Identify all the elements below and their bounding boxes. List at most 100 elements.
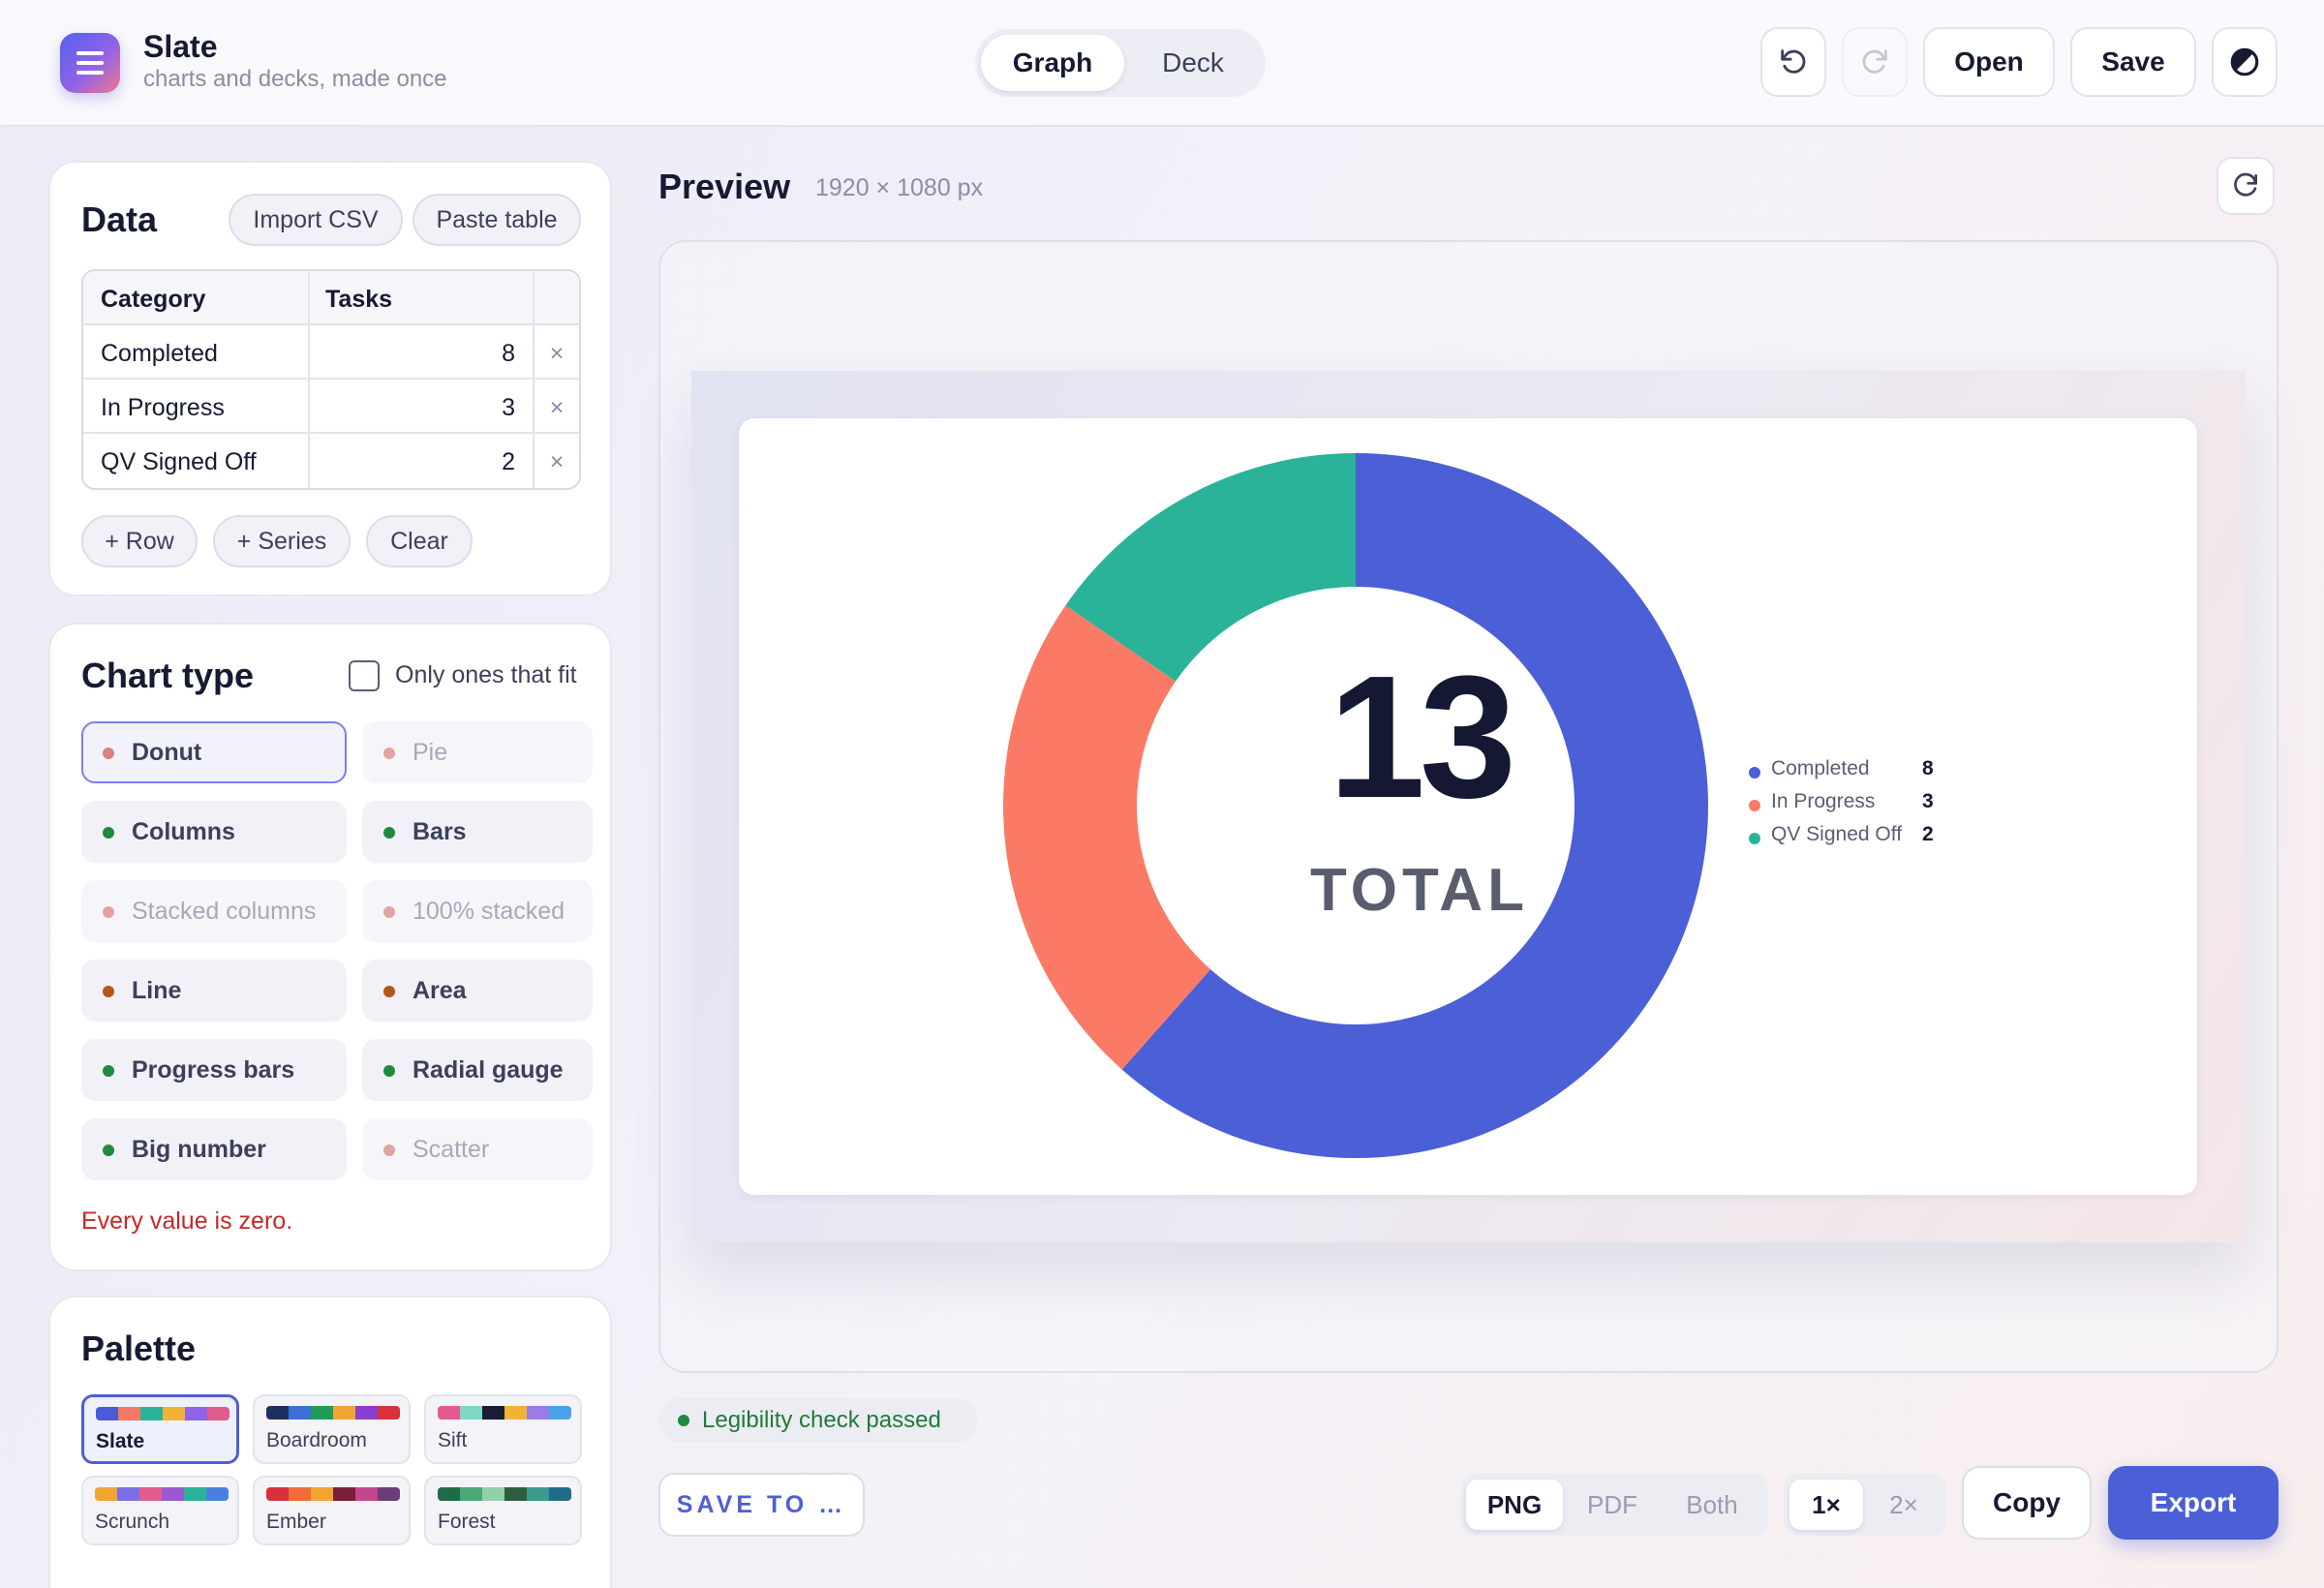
row-2-value-cell[interactable]: 3 bbox=[502, 394, 515, 421]
row-2-remove-button[interactable]: × bbox=[549, 394, 565, 421]
chart-type-label: Pie bbox=[413, 739, 448, 766]
clear-button[interactable]: Clear bbox=[366, 515, 473, 567]
row-3-value-cell[interactable]: 2 bbox=[502, 448, 515, 475]
legibility-badge: Legibility check passed bbox=[658, 1398, 978, 1443]
add-row-button[interactable]: + Row bbox=[81, 515, 198, 567]
donut-slice-qv-signed-off bbox=[1065, 453, 1356, 682]
donut-center-value: 13 bbox=[1328, 640, 1516, 835]
table-header bbox=[83, 271, 579, 325]
legend-value: 2 bbox=[1922, 823, 1934, 845]
format-pdf[interactable]: PDF bbox=[1587, 1490, 1637, 1519]
save-to-button[interactable]: SAVE TO … bbox=[658, 1473, 865, 1537]
palette-sift[interactable]: Sift bbox=[424, 1394, 582, 1464]
chart-type-line[interactable]: Line bbox=[81, 960, 347, 1022]
donut-slice-in-progress bbox=[1003, 605, 1211, 1070]
chart-type-label: Stacked columns bbox=[132, 898, 317, 925]
import-csv-button[interactable]: Import CSV bbox=[229, 194, 403, 246]
palette-boardroom[interactable]: Boardroom bbox=[253, 1394, 411, 1464]
scale-1x[interactable]: 1× bbox=[1789, 1480, 1863, 1530]
column-header-category: Category bbox=[101, 286, 206, 313]
status-dot bbox=[103, 1065, 114, 1077]
format-png[interactable]: PNG bbox=[1466, 1480, 1563, 1530]
data-panel-title: Data bbox=[81, 199, 158, 239]
palette-swatch bbox=[438, 1406, 571, 1420]
palette-scrunch[interactable]: Scrunch bbox=[81, 1476, 239, 1545]
row-1-remove-button[interactable]: × bbox=[549, 340, 565, 367]
legend-marker bbox=[1749, 767, 1760, 779]
chart-type-columns[interactable]: Columns bbox=[81, 801, 347, 863]
chart-type-label: Bars bbox=[413, 818, 467, 845]
row-1-value-cell[interactable]: 8 bbox=[502, 340, 515, 367]
chart-type-bars[interactable]: Bars bbox=[362, 801, 593, 863]
open-button[interactable]: Open bbox=[1923, 27, 2055, 97]
chart-type-donut[interactable]: Donut bbox=[81, 721, 347, 783]
chart-type-100-stacked[interactable]: 100% stacked bbox=[362, 880, 593, 942]
mode-deck-tab[interactable]: Deck bbox=[1162, 47, 1224, 77]
add-series-button[interactable]: + Series bbox=[213, 515, 351, 567]
undo-icon bbox=[1781, 49, 1806, 74]
scale-switch: 1× 2× bbox=[1784, 1474, 1946, 1536]
row-3-remove-button[interactable]: × bbox=[549, 448, 565, 475]
palette-title: Palette bbox=[81, 1328, 197, 1368]
status-dot bbox=[383, 1145, 395, 1156]
redo-icon bbox=[1862, 49, 1887, 74]
undo-button[interactable] bbox=[1760, 27, 1826, 97]
palette-name: Slate bbox=[96, 1430, 145, 1452]
theme-toggle-button[interactable] bbox=[2212, 27, 2278, 97]
preview-size: 1920 × 1080 px bbox=[815, 174, 984, 201]
redo-button[interactable] bbox=[1842, 27, 1908, 97]
chart-type-panel: Chart type Only ones that fit Donut Pie Co… bbox=[48, 623, 612, 1271]
status-dot bbox=[383, 748, 395, 759]
scale-2x[interactable]: 2× bbox=[1889, 1490, 1918, 1519]
legend-label: In Progress bbox=[1771, 790, 1876, 812]
row-2-category-cell[interactable]: In Progress bbox=[101, 394, 225, 421]
chart-type-label: Line bbox=[132, 977, 182, 1004]
only-fit-checkbox[interactable] bbox=[349, 660, 380, 691]
palette-ember[interactable]: Ember bbox=[253, 1476, 411, 1545]
palette-name: Forest bbox=[438, 1511, 496, 1533]
legend-label: QV Signed Off bbox=[1771, 823, 1903, 845]
refresh-preview-button[interactable] bbox=[2217, 157, 2275, 215]
palette-name: Ember bbox=[266, 1511, 326, 1533]
legend-value: 3 bbox=[1922, 790, 1934, 812]
row-3-category-cell[interactable]: QV Signed Off bbox=[101, 448, 257, 475]
mode-graph-tab[interactable]: Graph bbox=[981, 35, 1124, 91]
chart-type-radial-gauge[interactable]: Radial gauge bbox=[362, 1039, 593, 1101]
chart-type-pie[interactable]: Pie bbox=[362, 721, 593, 783]
palette-name: Scrunch bbox=[95, 1511, 170, 1533]
chart-type-error: Every value is zero. bbox=[81, 1207, 293, 1235]
status-dot bbox=[383, 906, 395, 918]
status-dot bbox=[678, 1415, 689, 1426]
paste-table-button[interactable]: Paste table bbox=[413, 194, 581, 246]
palette-swatch bbox=[266, 1406, 400, 1420]
palette-panel: Palette Slate Boardroom Sift Scrunch Ember Fo… bbox=[48, 1296, 612, 1588]
refresh-icon bbox=[2234, 172, 2257, 197]
chart-type-label: 100% stacked bbox=[413, 898, 566, 925]
format-both[interactable]: Both bbox=[1686, 1490, 1738, 1519]
top-bar: Slate charts and decks, made once Graph … bbox=[0, 0, 2324, 127]
contrast-icon bbox=[2230, 47, 2259, 76]
export-button[interactable]: Export bbox=[2108, 1466, 2278, 1540]
palette-forest[interactable]: Forest bbox=[424, 1476, 582, 1545]
donut-center-label: TOTAL bbox=[1310, 857, 1529, 924]
palette-swatch bbox=[266, 1487, 400, 1501]
palette-slate[interactable]: Slate bbox=[81, 1394, 239, 1464]
chart-type-area[interactable]: Area bbox=[362, 960, 593, 1022]
status-dot bbox=[383, 827, 395, 839]
column-header-tasks: Tasks bbox=[325, 286, 393, 313]
preview-title: Preview bbox=[658, 167, 791, 206]
status-dot bbox=[103, 906, 114, 918]
row-1-category-cell[interactable]: Completed bbox=[101, 340, 218, 367]
chart-type-label: Progress bars bbox=[132, 1056, 295, 1084]
chart-type-title: Chart type bbox=[81, 656, 255, 695]
palette-name: Sift bbox=[438, 1429, 468, 1451]
chart-type-big-number[interactable]: Big number bbox=[81, 1118, 347, 1180]
copy-button[interactable]: Copy bbox=[1962, 1466, 2092, 1540]
chart-type-progress-bars[interactable]: Progress bars bbox=[81, 1039, 347, 1101]
chart-type-stacked-columns[interactable]: Stacked columns bbox=[81, 880, 347, 942]
chart-type-scatter[interactable]: Scatter bbox=[362, 1118, 593, 1180]
data-table: Category Tasks Completed 8 × In Progress… bbox=[81, 269, 581, 490]
chart-type-label: Area bbox=[413, 977, 467, 1004]
mode-switch: Graph Deck bbox=[975, 29, 1266, 97]
save-button[interactable]: Save bbox=[2070, 27, 2196, 97]
